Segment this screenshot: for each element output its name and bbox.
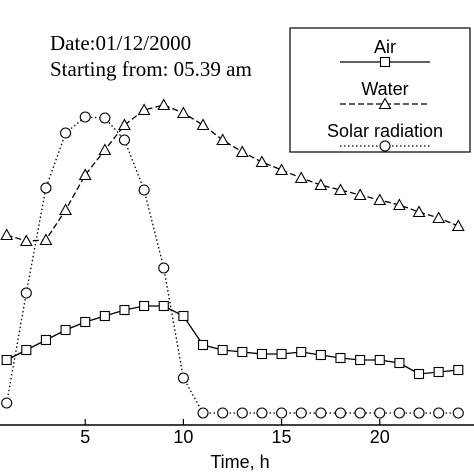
marker	[1, 397, 13, 409]
annotation: Date:01/12/2000	[50, 31, 191, 55]
marker	[40, 182, 52, 194]
marker	[451, 219, 465, 232]
marker	[294, 171, 308, 184]
marker	[158, 300, 169, 312]
marker	[413, 368, 425, 380]
marker	[138, 184, 150, 196]
marker	[373, 193, 387, 206]
marker	[158, 262, 170, 274]
marker	[353, 188, 367, 201]
marker	[19, 234, 33, 247]
marker	[118, 134, 131, 146]
marker	[314, 178, 328, 191]
marker	[39, 233, 53, 246]
marker	[355, 354, 366, 366]
marker	[235, 145, 249, 158]
marker	[1, 354, 12, 366]
marker	[0, 228, 14, 241]
marker	[295, 407, 307, 419]
marker	[378, 97, 392, 110]
marker	[197, 407, 209, 419]
marker	[433, 407, 445, 419]
marker	[412, 205, 426, 218]
marker	[393, 407, 405, 419]
marker	[256, 407, 268, 419]
marker	[256, 348, 267, 360]
marker	[334, 183, 347, 196]
marker	[433, 366, 444, 378]
marker	[60, 324, 71, 336]
annotation: Starting from: 05.39 am	[50, 57, 252, 81]
marker	[374, 354, 385, 366]
marker	[119, 304, 130, 316]
marker	[80, 316, 91, 328]
marker	[453, 364, 464, 376]
marker	[59, 203, 73, 216]
series-line	[6, 116, 459, 414]
x-tick-label: 10	[173, 427, 193, 447]
marker	[176, 106, 190, 119]
marker	[334, 407, 347, 419]
marker	[237, 346, 248, 358]
marker	[157, 98, 171, 111]
marker	[275, 163, 289, 176]
marker	[296, 346, 307, 358]
marker	[216, 133, 230, 146]
legend-label: Air	[374, 37, 396, 57]
legend-label: Solar radiation	[327, 121, 443, 141]
marker	[217, 407, 229, 419]
marker	[20, 287, 32, 299]
marker	[177, 372, 189, 384]
marker	[40, 334, 51, 346]
marker	[315, 349, 326, 361]
marker	[197, 339, 209, 351]
marker	[137, 103, 151, 116]
x-tick-label: 20	[370, 427, 390, 447]
marker	[379, 56, 391, 68]
marker	[379, 140, 391, 152]
marker	[78, 168, 92, 181]
marker	[394, 357, 405, 369]
marker	[118, 118, 131, 131]
marker	[276, 407, 288, 419]
series-line	[6, 104, 459, 242]
marker	[21, 344, 32, 356]
marker	[432, 211, 446, 224]
legend	[289, 27, 471, 153]
marker	[178, 310, 189, 322]
series-line	[6, 305, 459, 375]
marker	[99, 112, 111, 124]
marker	[315, 407, 327, 419]
marker	[354, 407, 366, 419]
legend-label: Water	[361, 79, 408, 99]
marker	[392, 198, 406, 211]
x-tick-label: 5	[80, 427, 90, 447]
marker	[79, 111, 91, 123]
marker	[98, 143, 112, 156]
x-axis-label: Time, h	[210, 452, 269, 472]
marker	[217, 344, 228, 356]
marker	[452, 407, 464, 419]
marker	[99, 310, 110, 322]
marker	[60, 127, 72, 139]
marker	[236, 407, 248, 419]
x-tick-label: 15	[272, 427, 292, 447]
marker	[139, 300, 150, 312]
marker	[276, 348, 287, 360]
marker	[255, 155, 269, 168]
marker	[374, 407, 386, 419]
marker	[335, 352, 346, 364]
marker	[413, 407, 425, 419]
marker	[196, 118, 210, 131]
